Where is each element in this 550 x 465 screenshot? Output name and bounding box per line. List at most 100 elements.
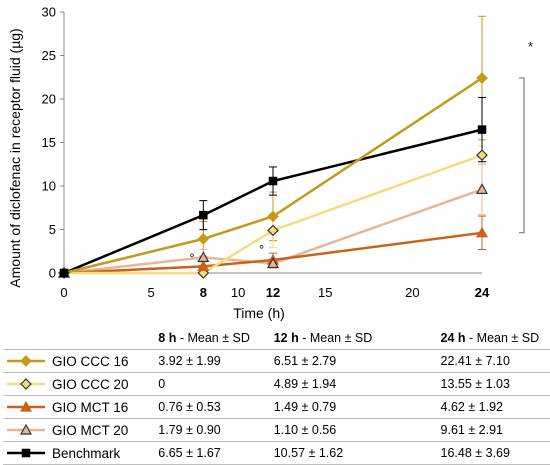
header-legend-cell — [3, 327, 152, 350]
table-row: GIO CCC 16 3.92 ± 1.99 6.51 ± 2.79 22.41 ± … — [3, 349, 550, 373]
legend-marker — [19, 400, 33, 412]
series-line-gio-mct-16 — [63, 231, 483, 275]
series-markers — [57, 72, 489, 279]
value-cell-12h: 1.10 ± 0.56 — [267, 418, 435, 442]
legend-swatch — [7, 378, 45, 390]
series-line-gio-ccc-20 — [64, 153, 483, 275]
annotations: * ° ° — [189, 39, 533, 265]
legend-entry: GIO MCT 16 — [5, 399, 152, 415]
table-row: GIO CCC 20 0 4.89 ± 1.94 13.55 ± 1.03 — [3, 372, 550, 396]
value-cell-12h: 1.49 ± 0.79 — [267, 395, 435, 419]
header-12h-rest: - Mean ± SD — [298, 331, 373, 345]
legend-cell: GIO MCT 20 — [3, 418, 153, 442]
legend-swatch — [7, 423, 45, 435]
value-cell-24h: 9.61 ± 2.91 — [434, 418, 550, 442]
legend-marker — [21, 448, 31, 458]
significance-asterisk: * — [528, 39, 533, 54]
legend-cell: GIO CCC 16 — [3, 349, 153, 373]
header-24h: 24 h - Mean ± SD — [435, 327, 550, 350]
table-row: Benchmark 6.65 ± 1.67 10.57 ± 1.62 16.48 ± … — [3, 441, 550, 465]
header-8h: 8 h - Mean ± SD — [152, 327, 267, 350]
legend-marker — [20, 378, 32, 390]
data-point — [197, 251, 210, 263]
data-point — [197, 260, 210, 271]
header-12h-bold: 12 h — [273, 331, 299, 345]
data-point — [267, 210, 279, 223]
y-tick-label: 25 — [42, 48, 56, 63]
header-24h-rest: - Mean ± SD — [465, 331, 540, 345]
axes: 0 5 10 15 20 25 30 0 5 8 10 12 15 20 24 — [42, 5, 490, 301]
value-cell-8h: 3.92 ± 1.99 — [152, 349, 268, 373]
y-axis-title: Amount of diclofenac in receptor fluid (… — [7, 28, 23, 287]
header-8h-bold: 8 h — [158, 331, 177, 345]
legend-label: GIO CCC 16 — [52, 353, 129, 369]
x-axis-title: Time (h) — [233, 305, 285, 321]
header-12h: 12 h - Mean ± SD — [268, 327, 435, 350]
degree-mark: ° — [259, 242, 264, 257]
data-point — [476, 149, 488, 161]
y-tick-label: 30 — [42, 5, 56, 20]
y-tick-label: 0 — [49, 266, 56, 281]
data-point — [267, 224, 279, 237]
table-header-row: 8 h - Mean ± SD 12 h - Mean ± SD 24 h - … — [3, 327, 550, 350]
y-tick-label: 5 — [49, 222, 56, 237]
series-line-benchmark — [63, 128, 483, 275]
legend-swatch — [7, 355, 45, 367]
value-cell-24h: 4.62 ± 1.92 — [434, 395, 550, 419]
degree-mark: ° — [189, 251, 194, 266]
data-point — [476, 72, 488, 84]
x-tick-label: 12 — [266, 285, 280, 300]
legend-label: Benchmark — [52, 445, 121, 461]
data-point — [475, 183, 489, 194]
header-24h-bold: 24 h — [440, 331, 466, 345]
series-line-gio-ccc-16 — [63, 76, 483, 275]
legend-cell: GIO CCC 20 — [3, 372, 153, 396]
data-point — [59, 268, 69, 278]
legend-swatch — [7, 448, 45, 458]
y-tick-label: 10 — [42, 179, 56, 194]
table-row: GIO MCT 16 0.76 ± 0.53 1.49 ± 0.79 4.62 ± 1… — [3, 395, 550, 419]
x-tick-label: 15 — [318, 285, 332, 300]
legend-label: GIO MCT 20 — [52, 422, 129, 438]
series-lines — [63, 76, 483, 275]
legend-cell: Benchmark — [3, 441, 153, 465]
value-cell-24h: 16.48 ± 3.69 — [434, 441, 550, 465]
legend-entry: Benchmark — [5, 445, 152, 461]
data-point — [266, 257, 280, 269]
data-point — [197, 233, 210, 245]
value-cell-8h: 6.65 ± 1.67 — [152, 441, 268, 465]
legend-swatch — [7, 400, 45, 412]
value-cell-8h: 0.76 ± 0.53 — [152, 395, 268, 419]
value-cell-24h: 13.55 ± 1.03 — [434, 372, 550, 396]
data-point — [475, 226, 489, 238]
legend-label: GIO MCT 16 — [52, 399, 129, 415]
x-tick-label: 8 — [200, 285, 207, 300]
legend-entry: GIO CCC 20 — [5, 376, 152, 392]
legend-cell: GIO MCT 16 — [3, 395, 153, 419]
y-tick-label: 20 — [42, 92, 56, 107]
error-bars — [199, 15, 486, 272]
series-line-gio-mct-20 — [63, 188, 483, 275]
header-8h-rest: - Mean ± SD — [176, 331, 250, 345]
legend-entry: GIO CCC 16 — [5, 353, 152, 369]
value-cell-8h: 1.79 ± 0.90 — [152, 418, 268, 442]
x-tick-label: 5 — [147, 285, 154, 300]
value-cell-12h: 6.51 ± 2.79 — [267, 349, 435, 373]
legend-marker — [19, 423, 33, 435]
legend-entry: GIO MCT 20 — [5, 422, 152, 438]
legend-marker — [20, 355, 32, 367]
x-tick-label: 10 — [231, 285, 245, 300]
value-cell-12h: 10.57 ± 1.62 — [267, 441, 435, 465]
data-point — [268, 176, 278, 186]
data-point — [477, 125, 487, 134]
value-cell-12h: 4.89 ± 1.94 — [267, 372, 435, 396]
legend-label: GIO CCC 20 — [52, 376, 129, 392]
value-cell-24h: 22.41 ± 7.10 — [434, 349, 550, 373]
x-tick-label: 0 — [60, 285, 67, 300]
data-table: 8 h - Mean ± SD 12 h - Mean ± SD 24 h - … — [3, 327, 550, 465]
x-tick-label: 20 — [405, 285, 419, 300]
x-tick-label: 24 — [475, 285, 490, 300]
value-cell-8h: 0 — [152, 372, 268, 396]
table-body: GIO CCC 16 3.92 ± 1.99 6.51 ± 2.79 22.41 ± … — [3, 349, 550, 465]
significance-bracket — [519, 77, 525, 234]
